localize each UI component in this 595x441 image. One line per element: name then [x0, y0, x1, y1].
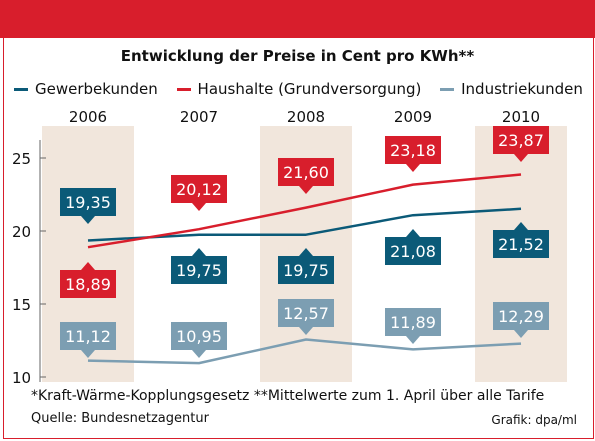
value-box-haushalte-2009	[385, 136, 441, 172]
y-tick-label-20: 20	[12, 223, 31, 241]
footnote: *Kraft-Wärme-Kopplungsgesetz **Mittelwer…	[31, 388, 545, 404]
x-tick-label-2007: 2007	[180, 108, 218, 126]
data-label-industriekunden-2010: 12,29	[498, 307, 544, 326]
legend-label-industriekunden: Industriekunden	[461, 80, 583, 98]
data-label-haushalte-2006: 18,89	[65, 275, 111, 294]
value-box-haushalte-2007	[171, 175, 227, 211]
data-label-gewerbekunden-2006: 19,35	[65, 193, 111, 212]
data-label-haushalte-2010: 23,87	[498, 131, 544, 150]
y-tick-label-25: 25	[12, 150, 31, 168]
legend-label-haushalte: Haushalte (Grundversorgung)	[197, 80, 422, 98]
series-line-haushalte	[87, 173, 522, 249]
x-tick-label-2008: 2008	[287, 108, 325, 126]
data-label-industriekunden-2009: 11,89	[390, 313, 436, 332]
value-box-gewerbekunden-2006	[60, 188, 116, 224]
value-box-gewerbekunden-2008	[278, 248, 334, 284]
value-box-industriekunden-2009	[385, 308, 441, 344]
x-tick-label-2010: 2010	[502, 108, 540, 126]
value-box-industriekunden-2010	[493, 302, 549, 338]
legend-label-gewerbekunden: Gewerbekunden	[35, 80, 158, 98]
value-box-industriekunden-2006	[60, 322, 116, 358]
value-box-haushalte-2006	[60, 262, 116, 298]
y-tick-label-15: 15	[12, 296, 31, 314]
chart-legend: Gewerbekunden Haushalte (Grundversorgung…	[14, 80, 595, 98]
legend-item-gewerbekunden: Gewerbekunden	[14, 80, 158, 98]
data-label-gewerbekunden-2010: 21,52	[498, 235, 544, 254]
top-banner	[0, 0, 595, 38]
value-box-industriekunden-2008	[278, 299, 334, 335]
value-box-gewerbekunden-2010	[493, 222, 549, 258]
legend-item-haushalte: Haushalte (Grundversorgung)	[176, 80, 422, 98]
x-tick-label-2006: 2006	[69, 108, 107, 126]
data-label-haushalte-2007: 20,12	[176, 180, 222, 199]
value-box-haushalte-2008	[278, 158, 334, 194]
chart-title: Entwicklung der Preise in Cent pro KWh**	[120, 47, 475, 65]
legend-swatch-gewerbekunden	[14, 88, 28, 91]
value-box-industriekunden-2007	[171, 322, 227, 358]
value-box-haushalte-2010	[493, 126, 549, 162]
y-tick-label-10: 10	[12, 369, 31, 387]
x-tick-label-2009: 2009	[394, 108, 432, 126]
source-note: Quelle: Bundesnetzagentur	[31, 411, 209, 426]
series-line-gewerbekunden	[87, 207, 522, 242]
data-label-industriekunden-2006: 11,12	[65, 327, 111, 346]
value-box-gewerbekunden-2007	[171, 248, 227, 284]
legend-swatch-haushalte	[176, 88, 191, 91]
graphic-credit: Grafik: dpa/ml	[491, 413, 577, 427]
legend-swatch-industriekunden	[440, 88, 455, 91]
data-label-haushalte-2008: 21,60	[283, 163, 329, 182]
data-label-gewerbekunden-2009: 21,08	[390, 242, 436, 261]
series-line-industriekunden	[87, 338, 522, 365]
data-label-industriekunden-2007: 10,95	[176, 327, 222, 346]
value-box-gewerbekunden-2009	[385, 229, 441, 265]
data-label-haushalte-2009: 23,18	[390, 141, 436, 160]
data-label-industriekunden-2008: 12,57	[283, 304, 329, 323]
data-label-gewerbekunden-2008: 19,75	[283, 261, 329, 280]
legend-item-industriekunden: Industriekunden	[440, 80, 583, 98]
data-label-gewerbekunden-2007: 19,75	[176, 261, 222, 280]
